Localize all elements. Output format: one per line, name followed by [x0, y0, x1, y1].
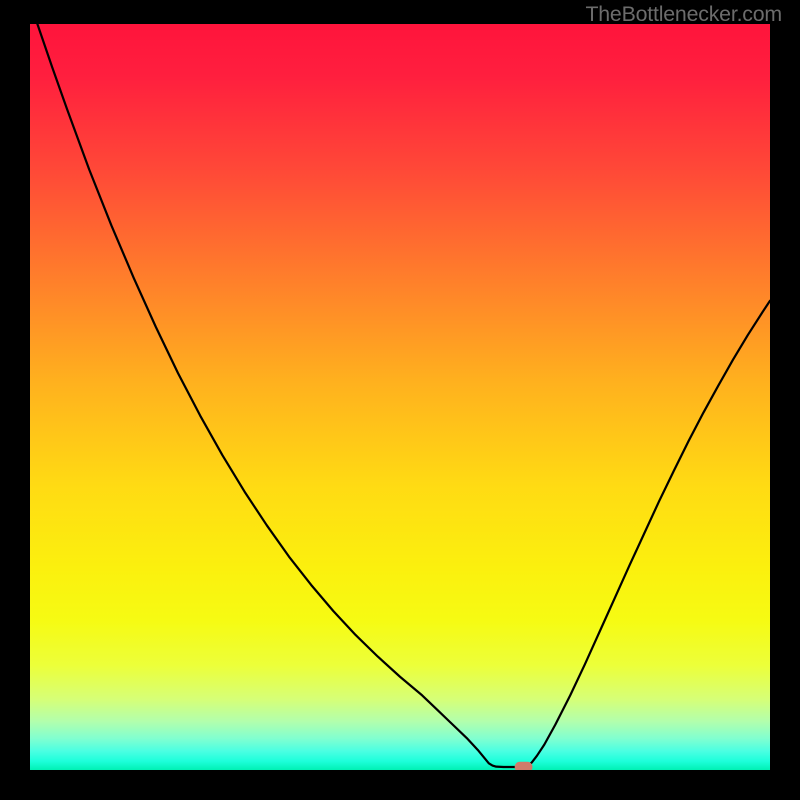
- plot-area: [30, 24, 770, 770]
- bottleneck-curve: [37, 24, 770, 767]
- curve-layer: [30, 24, 770, 770]
- watermark-label: TheBottlenecker.com: [585, 2, 782, 27]
- optimal-point-marker: [515, 762, 533, 770]
- chart-frame: TheBottlenecker.com: [0, 0, 800, 800]
